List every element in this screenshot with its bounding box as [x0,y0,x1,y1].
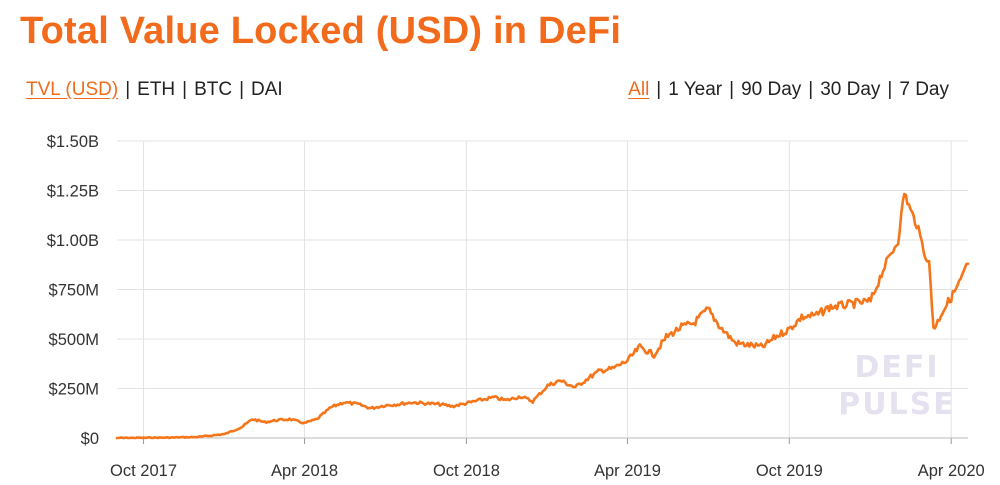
watermark-line-1: DEFI [854,350,939,385]
tab-separator: | [182,79,188,100]
y-tick-label: $1.25B [47,183,99,201]
watermark: DEFI PULSE [838,350,956,422]
y-tick-label: $250M [49,381,99,399]
tab-dai[interactable]: DAI [251,79,283,100]
y-tick-label: $0 [81,430,99,448]
tvl-series-line [115,192,970,440]
page-title: Total Value Locked (USD) in DeFi [20,10,622,52]
tab-separator: | [887,79,893,100]
y-tick-label: $1.00B [47,232,99,250]
grid [117,140,968,444]
range-tabs: All | 1 Year | 90 Day | 30 Day | 7 Day [628,79,949,101]
x-tick-label: Oct 2019 [756,462,823,480]
y-tick-label: $750M [49,282,99,300]
watermark-line-2: PULSE [838,387,956,422]
tab-separator: | [808,79,814,100]
metric-tabs: TVL (USD) | ETH | BTC | DAI [26,79,283,101]
x-tick-label: Apr 2019 [594,462,661,480]
tab-eth[interactable]: ETH [137,79,176,100]
tab-separator: | [729,79,735,100]
y-tick-label: $500M [49,331,99,349]
tab-separator: | [239,79,245,100]
y-tick-label: $1.50B [47,133,99,151]
tab-90-day[interactable]: 90 Day [741,79,802,100]
tab-all[interactable]: All [628,79,650,100]
tab-separator: | [125,79,131,100]
tab-separator: | [656,79,662,100]
tab-30-day[interactable]: 30 Day [820,79,881,100]
tab-1-year[interactable]: 1 Year [668,79,723,100]
tab-tvl-usd[interactable]: TVL (USD) [26,79,119,100]
x-tick-label: Oct 2017 [110,462,177,480]
y-axis: $0 $250M $500M $750M $1.00B $1.25B $1.50B [47,133,99,448]
x-tick-label: Oct 2018 [433,462,500,480]
x-axis: Oct 2017 Apr 2018 Oct 2018 Apr 2019 Oct 2019… [110,462,985,480]
tab-7-day[interactable]: 7 Day [899,79,949,100]
x-tick-label: Apr 2018 [271,462,338,480]
series-layer [115,192,970,440]
tab-btc[interactable]: BTC [194,79,233,100]
x-tick-label: Apr 2020 [918,462,985,480]
